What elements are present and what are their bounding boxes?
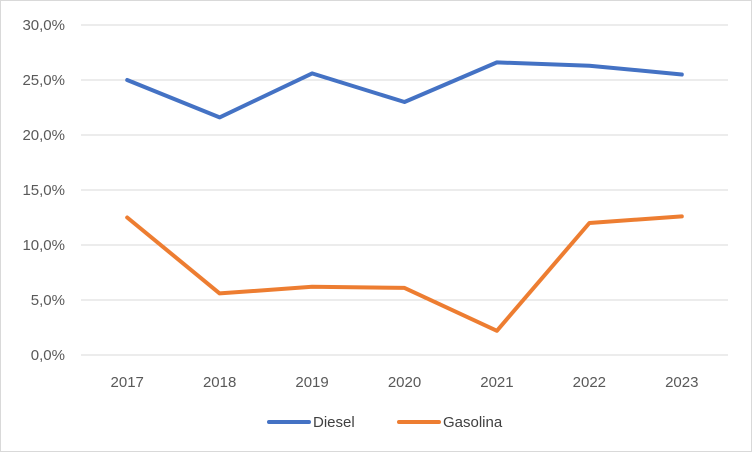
legend-label: Diesel: [313, 414, 355, 431]
y-tick-label: 5,0%: [31, 292, 65, 309]
y-tick-label: 20,0%: [22, 127, 65, 144]
series-line-diesel: [125, 60, 684, 120]
series-lines: [125, 60, 684, 333]
x-tick-label: 2022: [573, 374, 606, 391]
y-axis-ticks: 0,0% 5,0% 10,0% 15,0% 20,0% 25,0% 30,0%: [22, 17, 65, 364]
gridlines: [81, 24, 728, 356]
legend: Diesel Gasolina: [267, 414, 503, 431]
x-axis-ticks: 2017 2018 2019 2020 2021 2022 2023: [111, 374, 699, 391]
y-tick-label: 25,0%: [22, 72, 65, 89]
x-tick-label: 2019: [295, 374, 328, 391]
y-tick-label: 30,0%: [22, 17, 65, 34]
x-tick-label: 2021: [480, 374, 513, 391]
x-tick-label: 2020: [388, 374, 421, 391]
y-tick-label: 10,0%: [22, 237, 65, 254]
y-tick-label: 0,0%: [31, 347, 65, 364]
x-tick-label: 2018: [203, 374, 236, 391]
y-tick-label: 15,0%: [22, 182, 65, 199]
x-tick-label: 2023: [665, 374, 698, 391]
x-tick-label: 2017: [111, 374, 144, 391]
series-line-gasolina: [125, 214, 684, 333]
legend-label: Gasolina: [443, 414, 503, 431]
